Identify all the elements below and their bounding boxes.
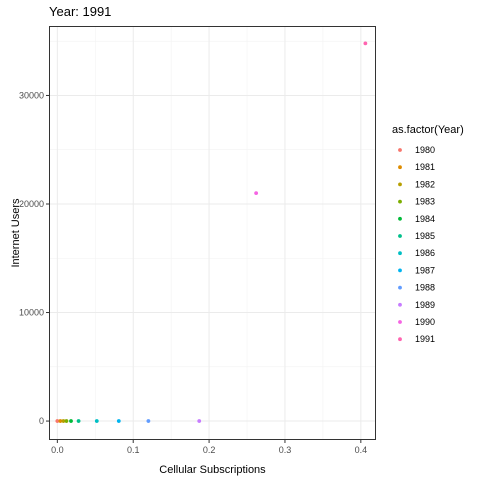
legend-label-1990: 1990 [415, 317, 435, 327]
legend-label-1983: 1983 [415, 197, 435, 207]
y-tick-label: 30000 [19, 90, 44, 100]
y-axis-title: Internet Users [10, 198, 22, 268]
legend-label-1982: 1982 [415, 179, 435, 189]
legend-label-1991: 1991 [415, 334, 435, 344]
x-tick-label: 0.1 [127, 445, 140, 455]
legend-key-1990 [398, 320, 402, 324]
data-point-1980 [55, 419, 60, 423]
legend-key-1991 [398, 337, 402, 342]
data-point-1982 [61, 419, 66, 423]
legend-label-1980: 1980 [415, 145, 435, 155]
legend-label-1989: 1989 [415, 300, 435, 310]
legend-key-1984 [398, 216, 402, 221]
x-tick-label: 0.0 [51, 445, 64, 455]
x-tick-label: 0.4 [355, 445, 368, 455]
x-tick-label: 0.3 [279, 445, 292, 455]
data-point-1985 [76, 419, 81, 423]
x-axis-ticks: 0.0 0.1 0.2 0.3 0.4 [51, 440, 367, 455]
y-tick-label: 10000 [19, 308, 44, 318]
y-tick-label: 0 [39, 416, 44, 426]
data-point-1990 [254, 191, 259, 196]
plot-title: Year: 1991 [49, 4, 111, 19]
legend-label-1987: 1987 [415, 265, 435, 275]
legend-key-1981 [398, 165, 402, 170]
y-axis-ticks: 0 10000 20000 30000 [19, 90, 49, 426]
data-point-1981 [58, 419, 63, 423]
legend-key-1985 [398, 234, 402, 238]
y-tick-label: 20000 [19, 199, 44, 209]
legend-key-1989 [398, 302, 402, 307]
legend-title: as.factor(Year) [392, 124, 464, 136]
legend-key-1980 [398, 148, 402, 152]
grid-lines [49, 26, 376, 440]
legend-label-1984: 1984 [415, 214, 435, 224]
plot-panel [49, 26, 376, 440]
legend-label-1981: 1981 [415, 162, 435, 172]
legend-label-1988: 1988 [415, 283, 435, 293]
data-point-1991 [363, 41, 368, 46]
data-point-1988 [146, 419, 151, 423]
data-point-1989 [197, 419, 202, 423]
data-points [55, 41, 368, 423]
legend-key-1987 [398, 268, 402, 273]
x-axis-title: Cellular Subscriptions [159, 464, 266, 476]
data-point-1983 [64, 419, 69, 423]
plot-border [49, 26, 376, 440]
x-tick-label: 0.2 [203, 445, 216, 455]
legend-key-1983 [398, 199, 402, 204]
legend-label-1986: 1986 [415, 248, 435, 258]
data-point-1986 [94, 419, 99, 423]
legend-label-1985: 1985 [415, 231, 435, 241]
legend-key-1982 [398, 182, 402, 187]
legend-key-1986 [398, 251, 402, 256]
legend-key-1988 [398, 285, 402, 290]
legend: 1980 1981 1982 1983 1984 1985 1986 1987 1988 1989… [398, 145, 435, 344]
data-point-1984 [69, 419, 73, 423]
data-point-1987 [116, 419, 121, 423]
